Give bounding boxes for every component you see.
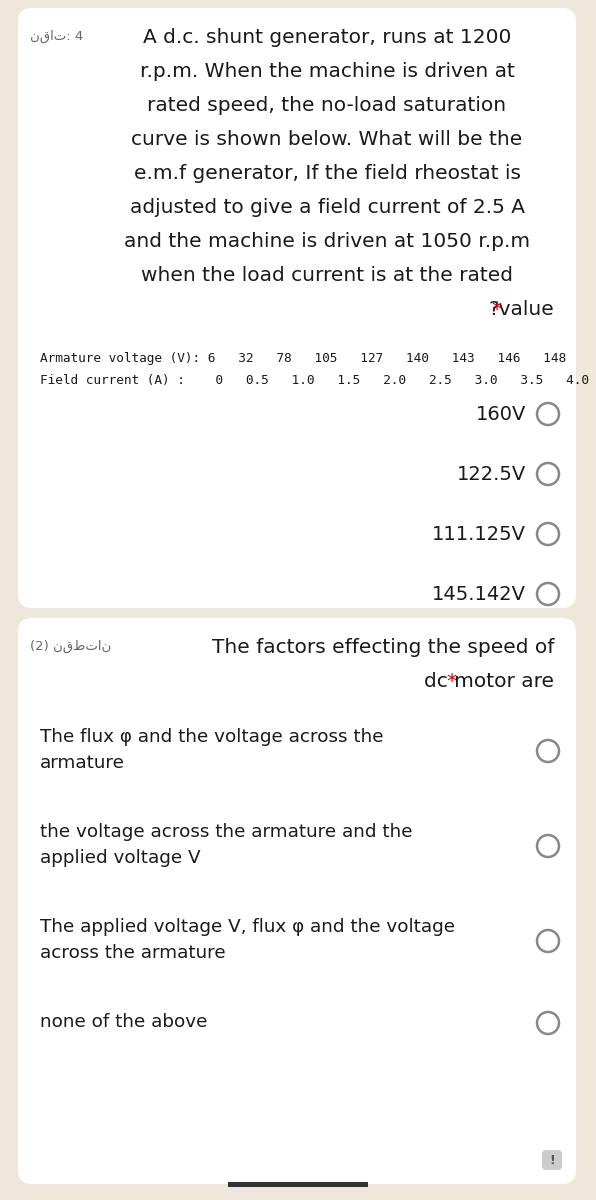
- Text: !: !: [549, 1153, 555, 1166]
- FancyBboxPatch shape: [542, 1150, 562, 1170]
- Bar: [228, 1182, 368, 1187]
- Text: r.p.m. When the machine is driven at: r.p.m. When the machine is driven at: [139, 62, 514, 80]
- Text: dc motor are: dc motor are: [424, 672, 554, 691]
- Text: The flux φ and the voltage across the: The flux φ and the voltage across the: [40, 728, 383, 746]
- Text: (2) نقطتان: (2) نقطتان: [30, 640, 111, 653]
- Text: armature: armature: [40, 754, 125, 772]
- Text: Field current (A) :    0   0.5   1.0   1.5   2.0   2.5   3.0   3.5   4.0: Field current (A) : 0 0.5 1.0 1.5 2.0 2.…: [40, 374, 589, 386]
- Text: across the armature: across the armature: [40, 944, 226, 962]
- Text: e.m.f generator, If the field rheostat is: e.m.f generator, If the field rheostat i…: [134, 164, 520, 182]
- Text: rated speed, the no-load saturation: rated speed, the no-load saturation: [147, 96, 507, 115]
- Text: the voltage across the armature and the: the voltage across the armature and the: [40, 823, 412, 841]
- Text: adjusted to give a field current of 2.5 A: adjusted to give a field current of 2.5 …: [129, 198, 524, 217]
- FancyBboxPatch shape: [18, 8, 576, 608]
- Text: *: *: [492, 300, 502, 319]
- Text: curve is shown below. What will be the: curve is shown below. What will be the: [131, 130, 523, 149]
- Text: applied voltage V: applied voltage V: [40, 850, 201, 866]
- Text: 122.5V: 122.5V: [457, 464, 526, 484]
- Text: none of the above: none of the above: [40, 1013, 207, 1031]
- Text: The applied voltage V, flux φ and the voltage: The applied voltage V, flux φ and the vo…: [40, 918, 455, 936]
- Text: when the load current is at the rated: when the load current is at the rated: [141, 266, 513, 284]
- Text: A d.c. shunt generator, runs at 1200: A d.c. shunt generator, runs at 1200: [143, 28, 511, 47]
- FancyBboxPatch shape: [18, 618, 576, 1184]
- Text: 111.125V: 111.125V: [432, 524, 526, 544]
- Text: 145.142V: 145.142V: [432, 584, 526, 604]
- Text: and the machine is driven at 1050 r.p.m: and the machine is driven at 1050 r.p.m: [124, 232, 530, 251]
- Text: Armature voltage (V): 6   32   78   105   127   140   143   146   148: Armature voltage (V): 6 32 78 105 127 14…: [40, 352, 566, 365]
- Text: The factors effecting the speed of: The factors effecting the speed of: [212, 638, 554, 658]
- Text: ?value: ?value: [488, 300, 554, 319]
- Text: 160V: 160V: [476, 404, 526, 424]
- Text: نقات: 4: نقات: 4: [30, 30, 83, 43]
- Text: *: *: [446, 672, 456, 691]
